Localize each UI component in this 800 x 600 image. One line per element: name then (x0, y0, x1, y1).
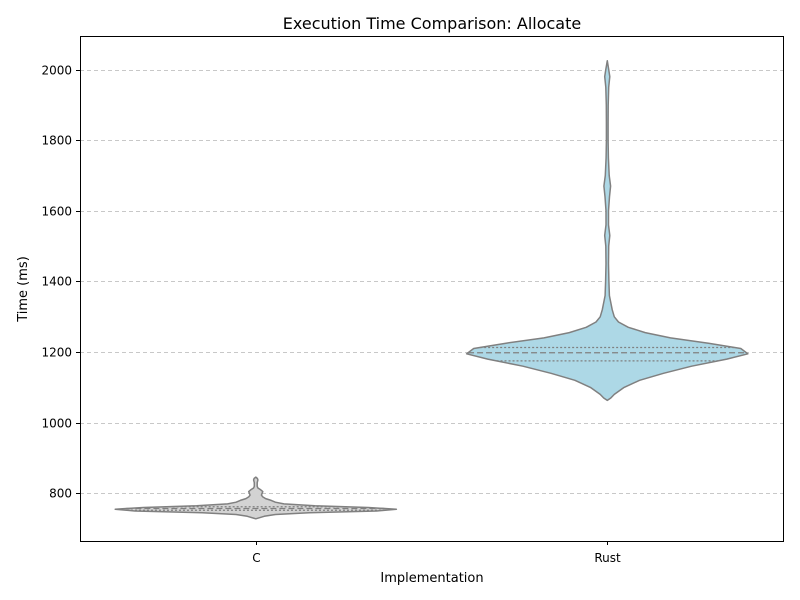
y-tick-label: 1200 (41, 346, 72, 360)
plot-frame (80, 36, 784, 542)
y-tick-label: 1800 (41, 134, 72, 148)
violin-c (114, 476, 398, 520)
violin-rust (465, 59, 749, 402)
y-tick-label: 1600 (41, 205, 72, 219)
grid-lines (80, 70, 783, 494)
x-axis-label: Implementation (380, 571, 483, 586)
y-tick-label: 1400 (41, 275, 72, 289)
y-tick-label: 1000 (41, 417, 72, 431)
x-tick-label: Rust (594, 551, 621, 565)
y-axis: 800 1000 1200 1400 1600 1800 2000 (41, 64, 80, 501)
x-tick-label: C (252, 551, 260, 565)
x-axis: C Rust (252, 541, 621, 565)
violins (114, 59, 749, 520)
chart-title: Execution Time Comparison: Allocate (283, 14, 581, 33)
y-axis-label: Time (ms) (16, 256, 31, 323)
y-tick-label: 800 (49, 487, 72, 501)
y-tick-label: 2000 (41, 64, 72, 78)
